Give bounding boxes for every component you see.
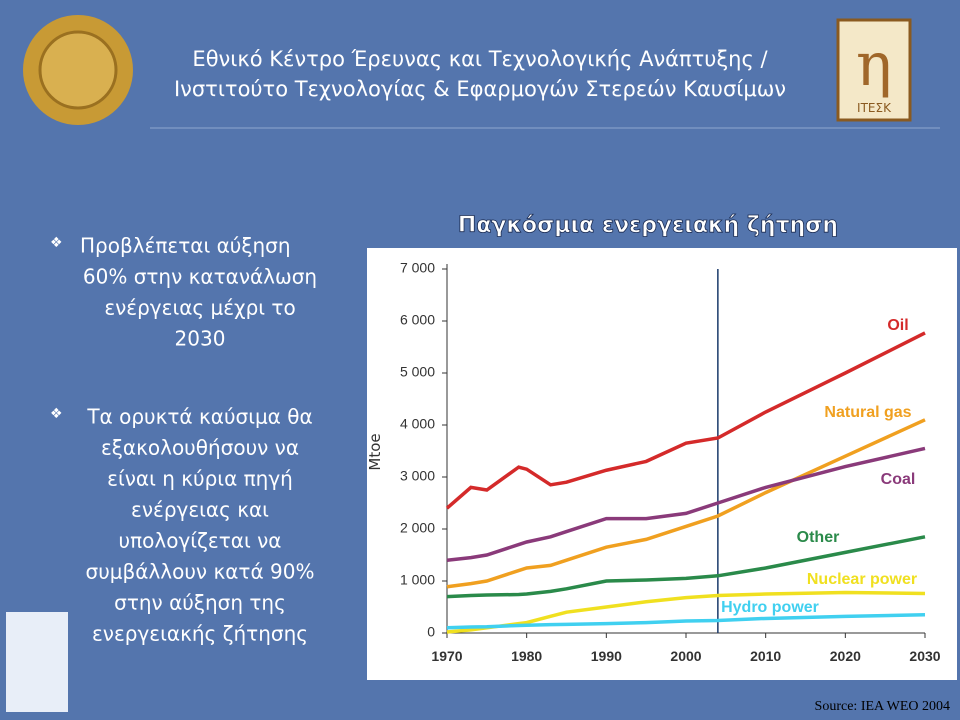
x-tick-label: 1990	[591, 648, 622, 664]
bullet-line: συμβάλλουν κατά 90%	[86, 560, 315, 584]
bullet-line: στην αύξηση της	[114, 591, 286, 615]
x-tick-label: 2020	[830, 648, 861, 664]
bullet-icon: ❖	[50, 235, 63, 251]
itesk-logo-text: ΙΤΕΣΚ	[857, 101, 892, 115]
y-axis-label: Mtoe	[366, 433, 384, 470]
y-tick-label: 2 000	[400, 520, 435, 536]
series-label: Other	[797, 529, 840, 546]
y-tick-label: 7 000	[400, 260, 435, 276]
program-logo	[6, 612, 68, 712]
y-tick-label: 3 000	[400, 468, 435, 484]
x-tick-label: 1970	[431, 648, 462, 664]
series-label: Natural gas	[824, 404, 911, 421]
series-line	[446, 613, 926, 630]
series-label: Coal	[881, 471, 916, 488]
header-title-line: Εθνικό Κέντρο Έρευνας και Τεχνολογικής Α…	[192, 47, 768, 71]
y-tick-label: 6 000	[400, 312, 435, 328]
x-tick-label: 1980	[511, 648, 542, 664]
chart-title: Παγκόσμια ενεργειακή ζήτηση	[458, 213, 838, 238]
y-tick-label: 0	[427, 624, 435, 640]
series-label: Nuclear power	[807, 571, 917, 588]
bullet-line: ενεργειακής ζήτησης	[92, 622, 308, 646]
bullet-line: Τα ορυκτά καύσιμα θα	[86, 405, 312, 429]
bullet-line: 2030	[175, 327, 226, 351]
series-line	[446, 535, 926, 599]
bullet-line: εξακολουθήσουν να	[101, 436, 299, 460]
source: Source: IEA WEO 2004	[815, 699, 950, 714]
x-tick-label: 2030	[909, 648, 940, 664]
x-tick-label: 2010	[750, 648, 781, 664]
itesk-logo	[836, 18, 912, 122]
bullet-line: Προβλέπεται αύξηση	[80, 234, 291, 258]
y-tick-label: 5 000	[400, 364, 435, 380]
series-label: Oil	[887, 317, 908, 334]
x-tick-label: 2000	[670, 648, 701, 664]
series-line	[446, 446, 926, 562]
bullet-line: ενέργειας μέχρι το	[104, 296, 295, 320]
y-tick-label: 4 000	[400, 416, 435, 432]
bullet-line: είναι η κύρια πηγή	[107, 467, 293, 491]
series-line	[446, 418, 926, 589]
y-tick-label: 1 000	[400, 572, 435, 588]
bullet-line: υπολογίζεται να	[119, 529, 282, 553]
series-label: Hydro power	[721, 599, 819, 616]
itesk-logo-glyph: η	[856, 30, 892, 100]
gold-disc-inner	[38, 30, 118, 110]
bullet-line: 60% στην κατανάλωση	[83, 265, 317, 289]
series-line	[445, 331, 926, 510]
header-title-line: Ινστιτούτο Τεχνολογίας & Εφαρμογών Στερε…	[174, 77, 786, 101]
bullet-line: ενέργειας και	[131, 498, 269, 522]
bullet-icon: ❖	[50, 406, 63, 422]
